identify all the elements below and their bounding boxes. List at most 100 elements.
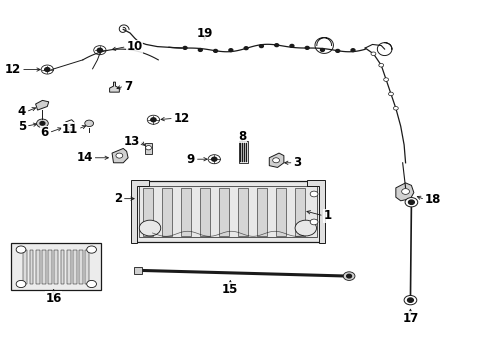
Circle shape: [37, 119, 49, 128]
Polygon shape: [110, 82, 120, 92]
Bar: [73, 249, 77, 284]
Circle shape: [351, 49, 355, 51]
Circle shape: [343, 272, 355, 280]
Bar: [199, 188, 210, 235]
Circle shape: [198, 49, 202, 51]
Bar: [238, 188, 248, 235]
Text: 2: 2: [114, 192, 122, 205]
Text: 8: 8: [238, 130, 246, 143]
Circle shape: [402, 189, 410, 194]
Bar: [257, 188, 267, 235]
Bar: [162, 188, 172, 235]
Circle shape: [214, 49, 218, 52]
Text: 16: 16: [46, 292, 62, 305]
Bar: [61, 249, 64, 284]
Text: 19: 19: [196, 27, 213, 40]
Circle shape: [146, 145, 151, 150]
Text: 12: 12: [5, 63, 21, 76]
Text: 5: 5: [18, 120, 26, 133]
Bar: [11, 243, 101, 291]
Circle shape: [97, 48, 102, 52]
Circle shape: [212, 157, 217, 161]
Text: 15: 15: [222, 283, 239, 296]
Circle shape: [336, 49, 340, 52]
Text: 18: 18: [425, 193, 441, 206]
Polygon shape: [112, 148, 128, 163]
Text: 1: 1: [324, 210, 332, 222]
Circle shape: [16, 280, 26, 288]
Polygon shape: [270, 153, 284, 167]
Circle shape: [40, 122, 45, 125]
Text: 3: 3: [294, 156, 302, 169]
Circle shape: [139, 220, 161, 236]
Bar: [239, 140, 248, 163]
Circle shape: [68, 123, 74, 128]
Bar: [275, 188, 286, 235]
Circle shape: [408, 298, 414, 302]
Bar: [85, 249, 89, 284]
Bar: [143, 188, 153, 235]
Circle shape: [208, 155, 220, 164]
Circle shape: [87, 280, 97, 288]
Circle shape: [409, 200, 415, 204]
Circle shape: [379, 63, 384, 67]
Circle shape: [405, 198, 418, 207]
Text: 10: 10: [126, 40, 143, 53]
Bar: [36, 249, 40, 284]
Bar: [219, 188, 229, 235]
Text: 12: 12: [174, 112, 190, 125]
Circle shape: [384, 78, 389, 81]
Circle shape: [87, 246, 97, 253]
Polygon shape: [36, 100, 49, 110]
Bar: [48, 249, 52, 284]
Polygon shape: [307, 180, 325, 243]
Circle shape: [16, 246, 26, 253]
Circle shape: [151, 118, 156, 122]
Bar: [29, 249, 33, 284]
Bar: [54, 249, 58, 284]
Bar: [294, 188, 305, 235]
Polygon shape: [130, 180, 148, 243]
Circle shape: [310, 219, 318, 225]
Circle shape: [116, 153, 123, 158]
Polygon shape: [396, 183, 414, 201]
Text: 17: 17: [402, 311, 418, 325]
Bar: [24, 249, 27, 284]
Text: 13: 13: [123, 135, 140, 148]
Circle shape: [347, 274, 351, 278]
Circle shape: [290, 44, 294, 47]
Circle shape: [183, 46, 187, 49]
Circle shape: [41, 65, 53, 74]
Text: 6: 6: [41, 126, 49, 139]
Circle shape: [272, 158, 279, 163]
Circle shape: [94, 46, 106, 55]
Bar: [67, 249, 71, 284]
Text: 11: 11: [62, 122, 78, 136]
Circle shape: [85, 120, 94, 127]
Text: 7: 7: [124, 80, 132, 93]
Bar: [145, 143, 152, 154]
Circle shape: [371, 52, 376, 55]
Text: 14: 14: [76, 151, 93, 164]
Bar: [181, 188, 191, 235]
Text: 4: 4: [18, 105, 26, 118]
Circle shape: [275, 44, 279, 46]
Circle shape: [393, 107, 398, 110]
Circle shape: [305, 46, 309, 49]
Circle shape: [259, 45, 263, 48]
Circle shape: [389, 92, 393, 96]
Bar: [139, 186, 317, 237]
Circle shape: [320, 49, 324, 51]
Bar: [79, 249, 83, 284]
Circle shape: [310, 191, 318, 197]
Circle shape: [229, 49, 233, 51]
Circle shape: [147, 115, 160, 124]
Circle shape: [404, 296, 417, 305]
Circle shape: [45, 68, 50, 72]
Circle shape: [244, 47, 248, 50]
Circle shape: [295, 220, 317, 236]
Bar: [134, 267, 142, 274]
Bar: [42, 249, 46, 284]
Bar: [133, 181, 323, 242]
Text: 9: 9: [187, 153, 195, 166]
